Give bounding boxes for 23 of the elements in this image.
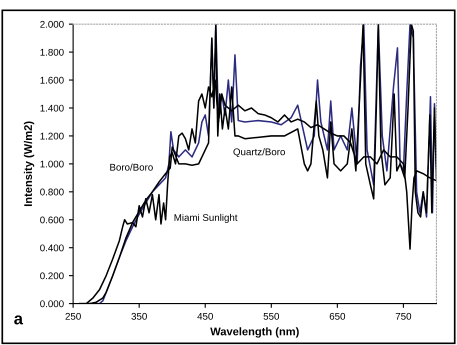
x-tick-label: 350 bbox=[131, 312, 147, 320]
x-tick-label: 650 bbox=[330, 312, 346, 320]
y-tick-label: 0.800 bbox=[40, 188, 64, 196]
series-label: Boro/Boro bbox=[110, 164, 153, 171]
text: a bbox=[14, 315, 24, 324]
y-axis-title: Intensity (W/m2) bbox=[24, 122, 34, 206]
y-tick-label: 0.400 bbox=[40, 244, 64, 252]
y-tick-label: 1.400 bbox=[40, 104, 64, 112]
x-axis-title: Wavelength (nm) bbox=[210, 327, 299, 338]
y-tick-label: 0.000 bbox=[40, 300, 64, 308]
x-tick-label: 450 bbox=[197, 312, 213, 320]
y-tick-label: 2.000 bbox=[40, 20, 64, 28]
x-tick-label: 550 bbox=[264, 312, 280, 320]
y-tick-label: 1.800 bbox=[40, 48, 64, 56]
y-tick-label: 1.000 bbox=[40, 160, 64, 168]
series-label: Quartz/Boro bbox=[233, 148, 285, 158]
y-tick-label: 1.600 bbox=[40, 76, 64, 84]
y-tick-label: 0.600 bbox=[40, 216, 64, 224]
y-tick-label: 1.200 bbox=[40, 132, 64, 140]
y-tick-label: 0.200 bbox=[40, 272, 64, 280]
series-label: Miami Sunlight bbox=[174, 214, 238, 223]
x-tick-label: 250 bbox=[66, 312, 81, 320]
x-tick-label: 750 bbox=[396, 312, 412, 320]
